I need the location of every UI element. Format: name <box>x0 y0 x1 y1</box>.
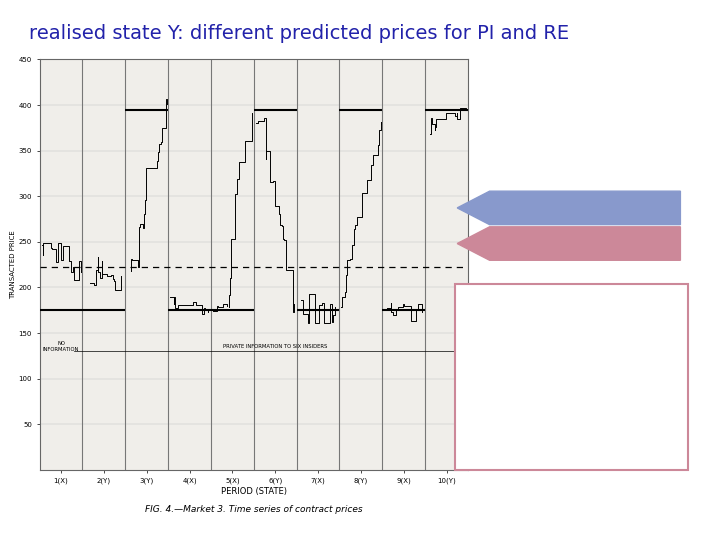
Text: PRIVATE INFORMATION TO SIX INSIDERS: PRIVATE INFORMATION TO SIX INSIDERS <box>223 344 328 349</box>
X-axis label: PERIOD (STATE): PERIOD (STATE) <box>221 487 287 496</box>
Text: NO
INFORMATION: NO INFORMATION <box>42 341 79 352</box>
Text: Markets
converge to
RE Price: Markets converge to RE Price <box>505 335 638 418</box>
Text: RE price: RE price <box>544 234 626 253</box>
Text: PI price: PI price <box>549 198 621 218</box>
Text: realised state Y: different predicted prices for PI and RE: realised state Y: different predicted pr… <box>29 24 569 43</box>
Text: FIG. 4.—Market 3. Time series of contract prices: FIG. 4.—Market 3. Time series of contrac… <box>145 505 363 514</box>
Y-axis label: TRANSACTED PRICE: TRANSACTED PRICE <box>9 230 16 299</box>
